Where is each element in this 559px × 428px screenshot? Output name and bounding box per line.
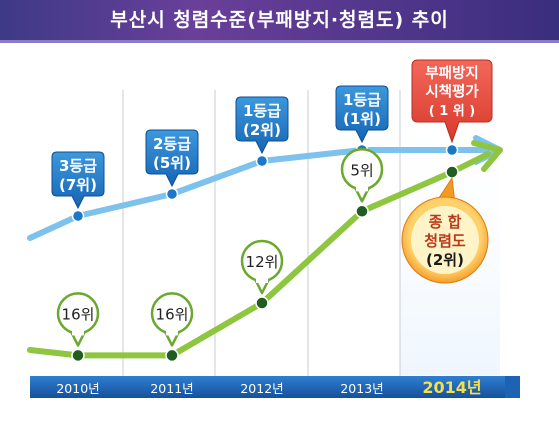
x-tick-label-3: 2012년 [240, 381, 283, 396]
callout-box [335, 85, 389, 144]
callout-label: 1등급 [243, 102, 281, 120]
callout-label: 16위 [156, 305, 189, 323]
x-tick-label-1: 2010년 [56, 381, 99, 396]
x-tick-label-4: 2013년 [340, 381, 383, 396]
callout-label: 3등급 [59, 157, 97, 175]
callout-label: 부패방지 [425, 64, 478, 82]
callout-label: 16위 [62, 305, 95, 323]
callout-joint [166, 329, 178, 336]
anticorruption-point-3 [255, 154, 269, 168]
callout-box [411, 59, 493, 144]
callout-label: (7위) [59, 176, 97, 194]
callout-label: (5위) [153, 154, 191, 172]
callout-label: 5위 [350, 161, 373, 179]
integrity-point-3 [255, 296, 269, 310]
callout-label: (2위) [243, 121, 281, 139]
callout-joint [256, 277, 268, 283]
integrity-point-1 [71, 348, 85, 363]
callout-label: 12위 [246, 253, 279, 271]
title-bar: 부산시 청렴수준(부패방지·청렴도) 추이 [0, 0, 559, 43]
anticorruption-callout-2: 2등급(5위) [145, 129, 199, 188]
anticorruption-point-5 [445, 143, 459, 157]
anticorruption-callout-3: 1등급(2위) [235, 96, 289, 155]
integrity-callout-4: 5위 [340, 148, 384, 203]
integrity-callout-3: 12위 [240, 239, 284, 295]
callout-label: (1위) [343, 110, 381, 128]
integrity-callout-2: 16위 [150, 292, 194, 347]
callout-box [235, 96, 289, 155]
integrity-point-4 [355, 204, 369, 219]
year-axis-bar [30, 376, 520, 398]
anticorruption-callout-1: 3등급(7위) [51, 151, 105, 210]
callout-label: 청렴도 [424, 232, 466, 250]
callout-label: 종 합 [429, 213, 462, 231]
callout-box [51, 151, 105, 210]
anticorruption-point-2 [165, 187, 179, 201]
integrity-point-5 [445, 165, 459, 179]
callout-circle [411, 206, 479, 274]
x-tick-label-2: 2011년 [150, 381, 193, 396]
callout-label: 2등급 [153, 135, 191, 153]
callout-box [145, 129, 199, 188]
chart-title: 부산시 청렴수준(부패방지·청렴도) 추이 [110, 9, 449, 31]
callout-label: ( 1 위 ) [429, 104, 475, 119]
series-arrow-integrity [471, 140, 503, 172]
callout-label: 시책평가 [425, 83, 479, 101]
anticorruption-point-1 [71, 209, 85, 223]
callout-label: 1등급 [343, 91, 381, 109]
integrity-point-2 [165, 348, 179, 363]
x-tick-label-5: 2014년 [422, 378, 481, 397]
integrity-callout-1: 16위 [56, 292, 100, 347]
anticorruption-callout-4: 1등급(1위) [335, 85, 389, 144]
year-axis-end [505, 376, 520, 398]
callout-joint [72, 329, 84, 336]
callout-label: (2위) [426, 251, 464, 269]
callout-joint [356, 185, 368, 192]
